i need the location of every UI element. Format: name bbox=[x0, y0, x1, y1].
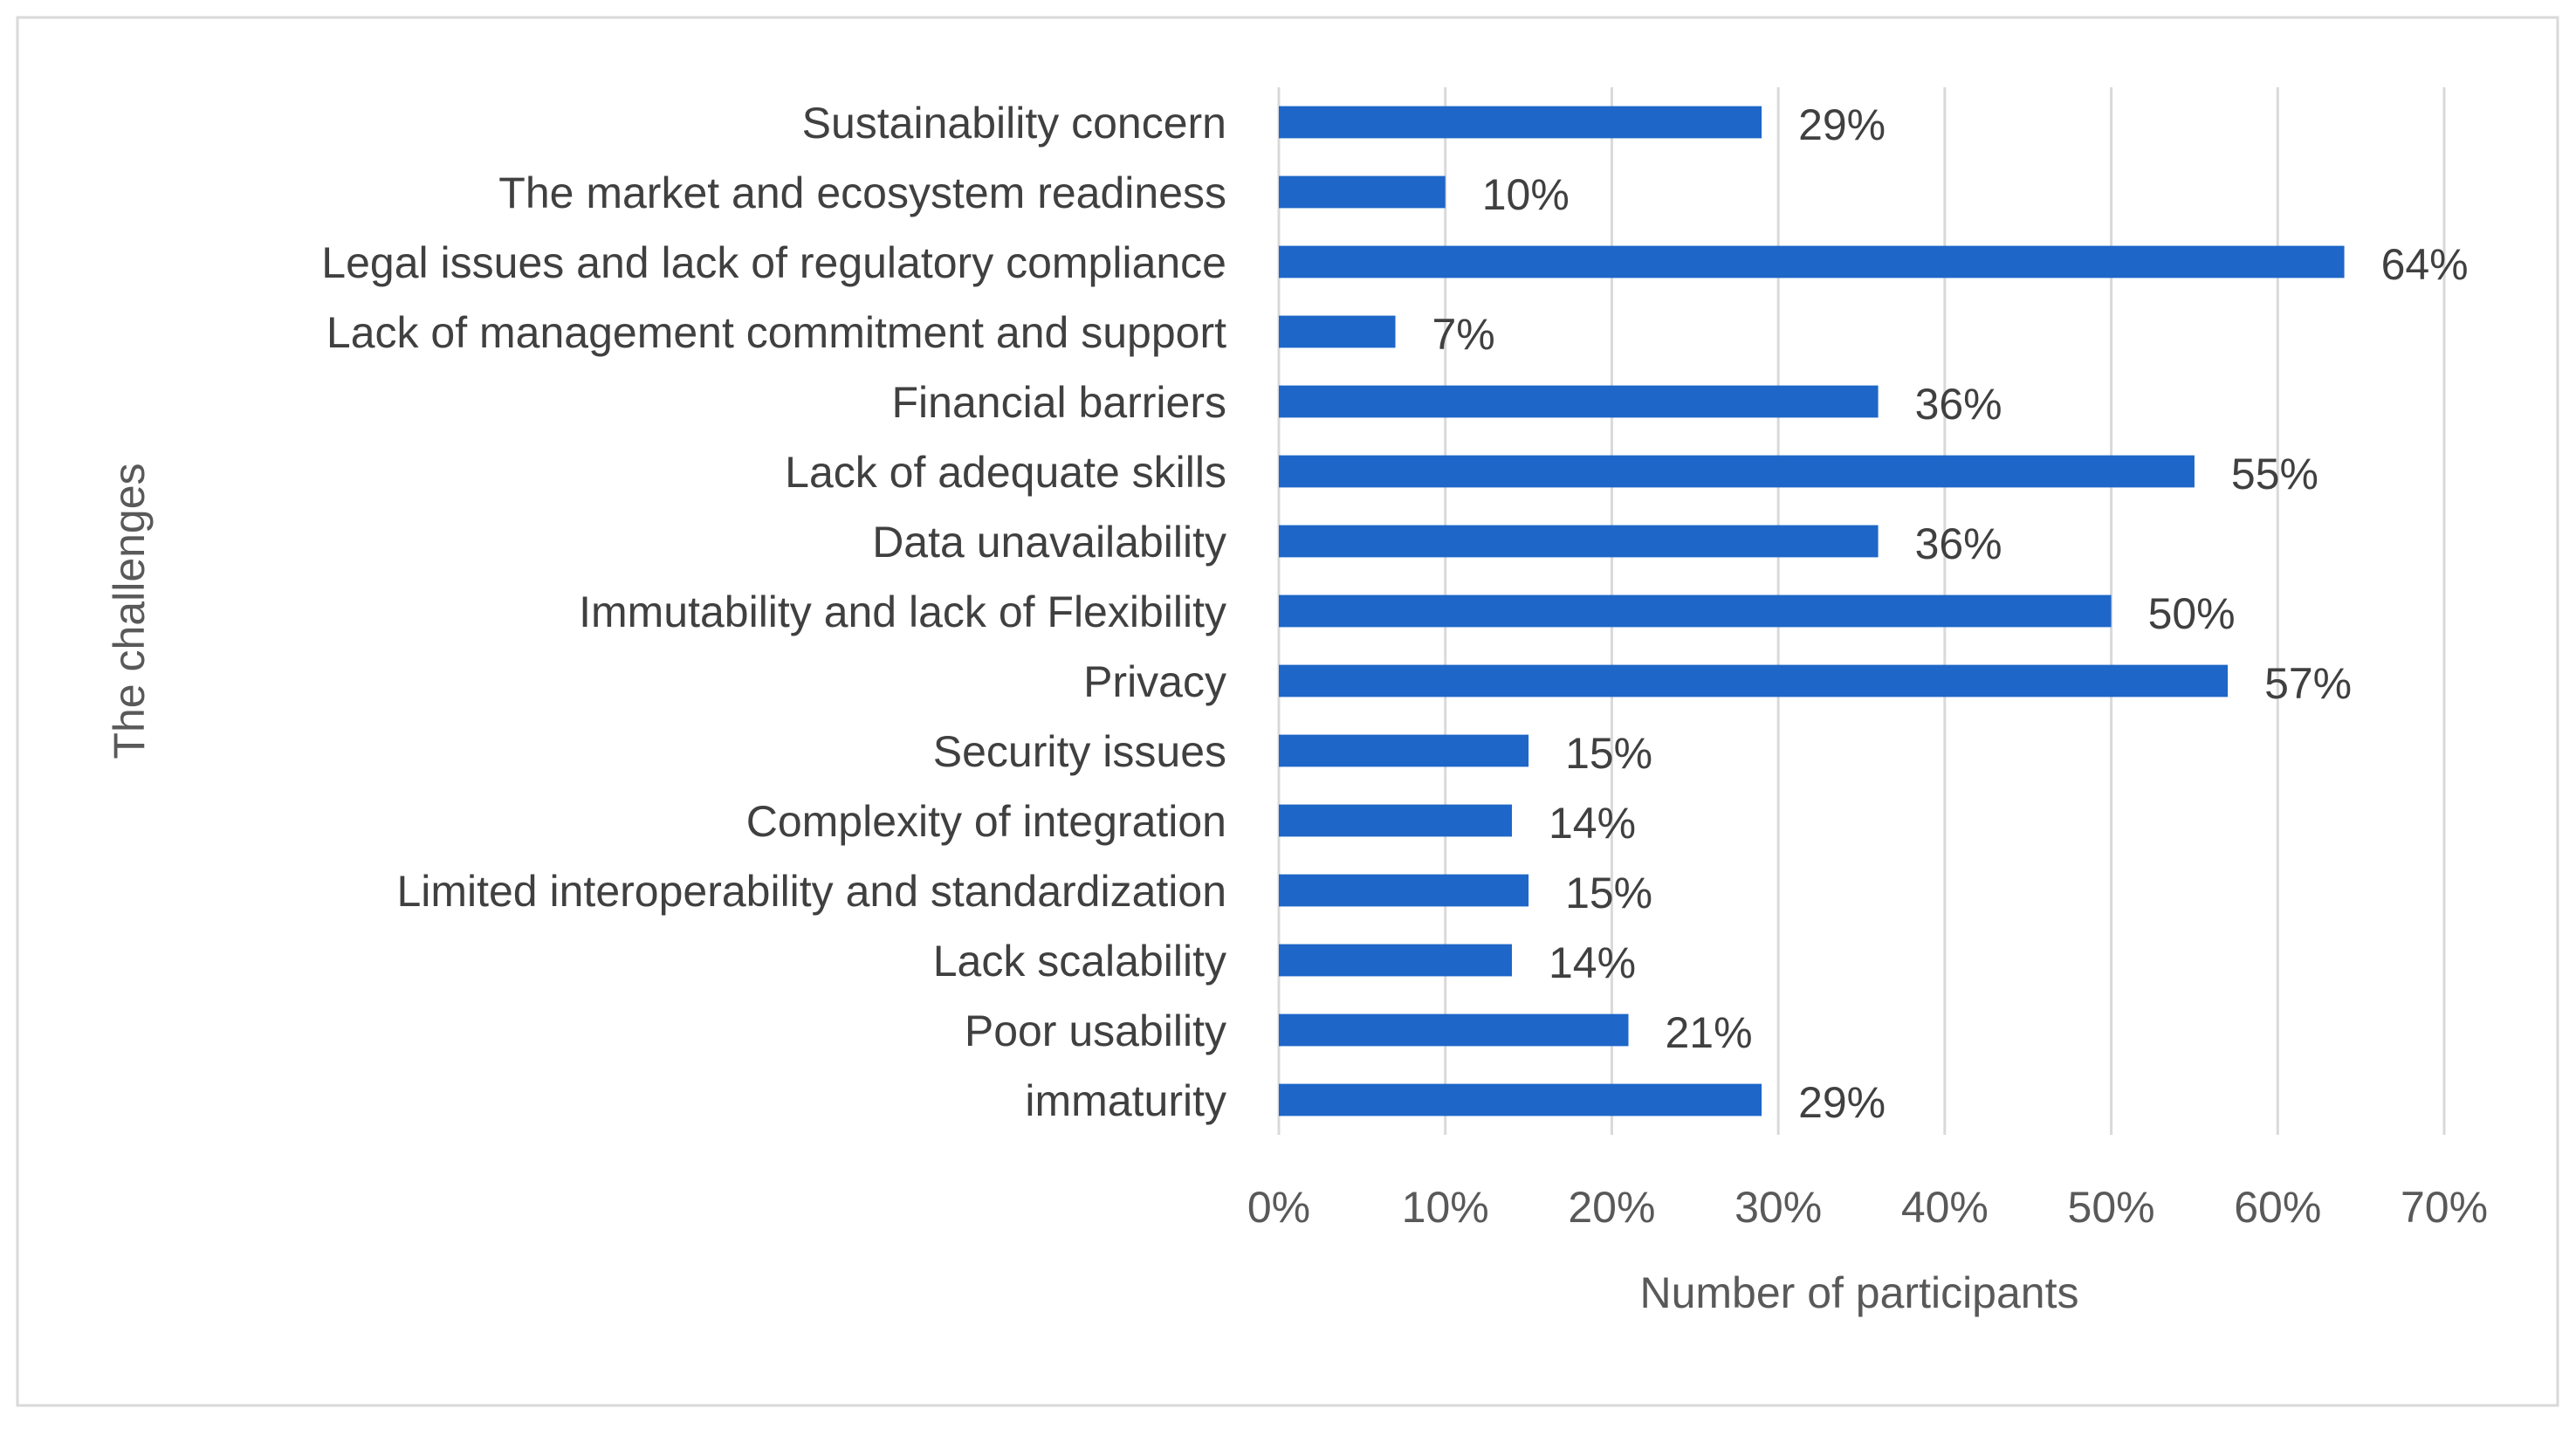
category-label: Lack of management commitment and suppor… bbox=[326, 308, 1226, 357]
data-label: 21% bbox=[1666, 1008, 1753, 1057]
data-label: 7% bbox=[1432, 310, 1495, 359]
category-label: Data unavailability bbox=[872, 518, 1226, 567]
data-label: 50% bbox=[2148, 589, 2236, 638]
x-tick-label: 70% bbox=[2401, 1183, 2488, 1232]
category-label: Privacy bbox=[1083, 657, 1226, 706]
bar bbox=[1279, 1013, 1629, 1047]
bar bbox=[1279, 175, 1446, 209]
bar bbox=[1279, 664, 2229, 697]
data-label: 55% bbox=[2231, 450, 2318, 498]
bar bbox=[1279, 106, 1762, 139]
bar bbox=[1279, 315, 1396, 348]
data-label: 14% bbox=[1549, 799, 1636, 848]
bar bbox=[1279, 804, 1512, 837]
x-axis-title: Number of participants bbox=[1639, 1268, 2078, 1317]
x-tick-label: 10% bbox=[1402, 1183, 1489, 1232]
x-tick-label: 0% bbox=[1247, 1183, 1310, 1232]
bar bbox=[1279, 455, 2195, 488]
category-label: Sustainability concern bbox=[802, 99, 1226, 148]
bar bbox=[1279, 944, 1512, 977]
data-label: 29% bbox=[1798, 100, 1886, 149]
category-label: Lack of adequate skills bbox=[785, 448, 1226, 497]
x-tick-label: 40% bbox=[1901, 1183, 1989, 1232]
data-label: 64% bbox=[2381, 240, 2469, 289]
data-label: 57% bbox=[2264, 659, 2352, 708]
bar bbox=[1279, 1083, 1762, 1116]
bar bbox=[1279, 874, 1529, 907]
data-label: 15% bbox=[1565, 729, 1652, 778]
category-label: Lack scalability bbox=[933, 937, 1226, 986]
x-tick-label: 30% bbox=[1735, 1183, 1822, 1232]
data-label: 36% bbox=[1915, 519, 2002, 568]
y-axis-title: The challenges bbox=[105, 463, 154, 759]
category-label: Immutability and lack of Flexibility bbox=[579, 587, 1226, 636]
bars bbox=[1279, 106, 2345, 1116]
data-label: 36% bbox=[1915, 380, 2002, 429]
data-labels: 29% 10% 64% 7% 36% 55% 36% 50% 57% 15% 14% 15% 14% 21… bbox=[1432, 100, 2469, 1127]
category-label: immaturity bbox=[1025, 1076, 1226, 1125]
bar bbox=[1279, 734, 1529, 767]
category-label: Legal issues and lack of regulatory comp… bbox=[321, 238, 1226, 287]
category-label: Financial barriers bbox=[892, 378, 1226, 427]
category-labels: Sustainability concern The market and eco… bbox=[321, 99, 1226, 1125]
bar bbox=[1279, 594, 2112, 628]
bar bbox=[1279, 385, 1879, 418]
bar bbox=[1279, 525, 1879, 558]
x-tick-label: 60% bbox=[2234, 1183, 2321, 1232]
category-label: The market and ecosystem readiness bbox=[498, 168, 1226, 217]
data-label: 14% bbox=[1549, 938, 1636, 987]
x-tick-label: 50% bbox=[2068, 1183, 2155, 1232]
x-tick-label: 20% bbox=[1568, 1183, 1655, 1232]
category-label: Complexity of integration bbox=[746, 797, 1226, 846]
category-label: Security issues bbox=[933, 727, 1226, 776]
data-label: 15% bbox=[1565, 869, 1652, 917]
x-tick-labels: 0% 10% 20% 30% 40% 50% 60% 70% bbox=[1247, 1183, 2488, 1232]
bar bbox=[1279, 245, 2345, 278]
category-label: Poor usability bbox=[965, 1006, 1226, 1055]
data-label: 10% bbox=[1482, 170, 1570, 219]
data-label: 29% bbox=[1798, 1078, 1886, 1127]
category-label: Limited interoperability and standardiza… bbox=[396, 867, 1226, 916]
